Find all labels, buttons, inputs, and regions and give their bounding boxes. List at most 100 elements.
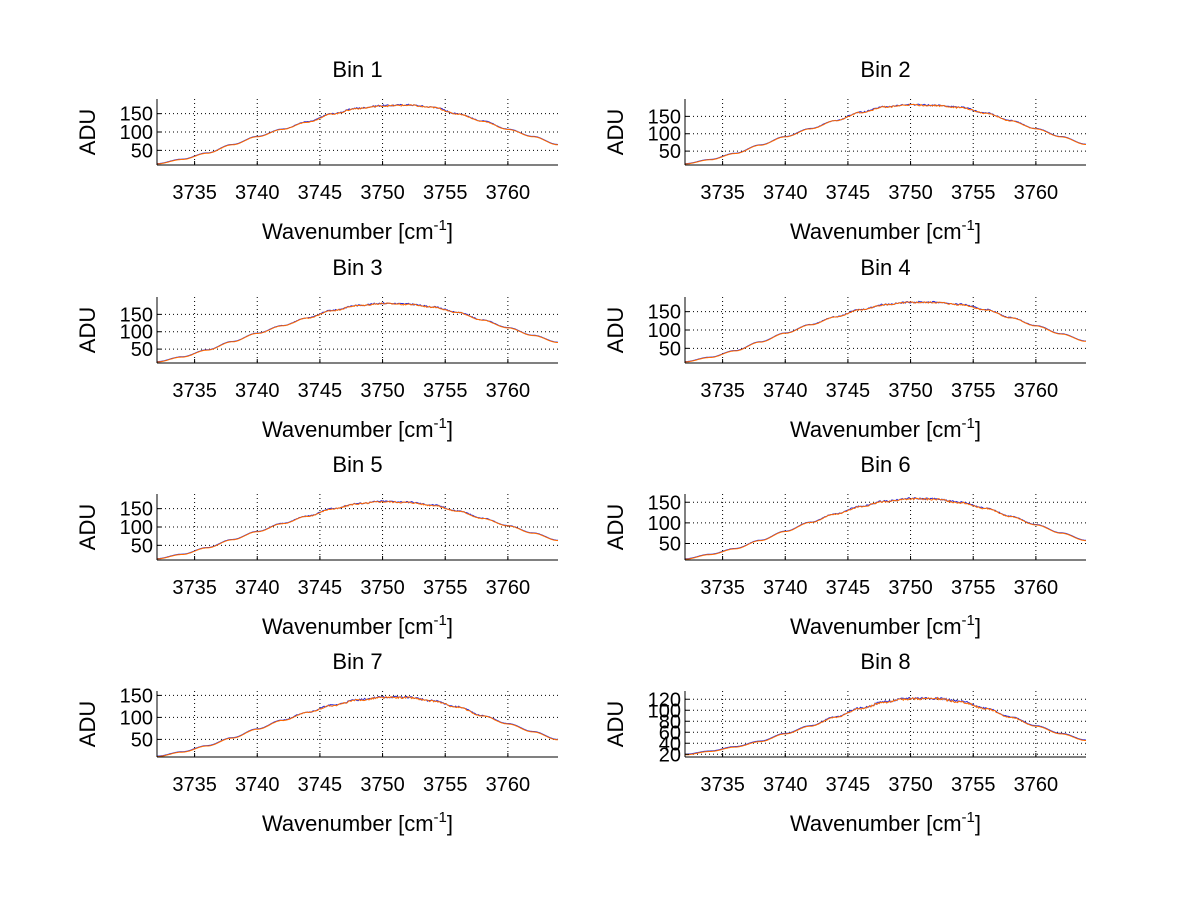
x-tick-label: 3745 xyxy=(298,774,343,796)
y-tick-label: 50 xyxy=(659,534,681,556)
x-tick-label: 3760 xyxy=(1014,774,1059,796)
subplot-title: Bin 7 xyxy=(332,649,382,674)
x-tick-label: 3760 xyxy=(1014,577,1059,599)
x-tick-label: 3740 xyxy=(235,182,280,204)
x-tick-label: 3740 xyxy=(763,380,808,402)
x-tick-label: 3750 xyxy=(888,182,933,204)
x-tick-label: 3755 xyxy=(951,577,996,599)
x-tick-label: 3760 xyxy=(486,577,531,599)
y-tick-label: 100 xyxy=(648,513,681,535)
x-axis-label: Wavenumber [cm-1] xyxy=(790,217,981,244)
y-tick-label: 150 xyxy=(648,492,681,514)
x-tick-label: 3745 xyxy=(826,380,871,402)
x-tick-label: 3755 xyxy=(423,577,468,599)
x-axis-label: Wavenumber [cm-1] xyxy=(262,415,453,442)
x-tick-label: 3745 xyxy=(826,774,871,796)
plot-area xyxy=(157,691,558,757)
x-tick-label: 3740 xyxy=(763,577,808,599)
x-tick-label: 3755 xyxy=(423,182,468,204)
x-tick-label: 3760 xyxy=(486,182,531,204)
x-tick-label: 3735 xyxy=(700,380,745,402)
x-tick-label: 3740 xyxy=(235,577,280,599)
x-axis-label: Wavenumber [cm-1] xyxy=(262,612,453,639)
series-line-b xyxy=(684,103,1086,165)
y-tick-label: 50 xyxy=(659,338,681,360)
x-tick-label: 3750 xyxy=(360,577,405,599)
x-tick-label: 3745 xyxy=(826,577,871,599)
x-tick-label: 3750 xyxy=(888,577,933,599)
x-tick-label: 3760 xyxy=(1014,182,1059,204)
series-line-b xyxy=(685,696,1086,756)
x-tick-label: 3740 xyxy=(763,182,808,204)
series-line-b xyxy=(685,497,1086,560)
x-tick-label: 3755 xyxy=(423,774,468,796)
y-tick-label: 50 xyxy=(131,535,153,557)
subplot-title: Bin 8 xyxy=(860,649,910,674)
x-tick-label: 3735 xyxy=(700,774,745,796)
y-tick-label: 40 xyxy=(659,733,681,755)
y-tick-label: 100 xyxy=(648,700,681,722)
x-tick-label: 3745 xyxy=(298,182,343,204)
plot-area xyxy=(685,99,1086,165)
x-tick-label: 3750 xyxy=(888,380,933,402)
subplot-title: Bin 1 xyxy=(332,57,382,82)
x-tick-label: 3750 xyxy=(888,774,933,796)
x-tick-label: 3760 xyxy=(486,380,531,402)
x-axis-label: Wavenumber [cm-1] xyxy=(790,415,981,442)
y-tick-label: 100 xyxy=(120,322,153,344)
x-tick-label: 3735 xyxy=(172,182,217,204)
x-tick-label: 3745 xyxy=(298,380,343,402)
x-tick-label: 3735 xyxy=(700,577,745,599)
x-tick-label: 3735 xyxy=(172,577,217,599)
x-axis-label: Wavenumber [cm-1] xyxy=(262,217,453,244)
x-tick-label: 3750 xyxy=(360,774,405,796)
x-tick-label: 3755 xyxy=(951,774,996,796)
y-axis-label: ADU xyxy=(603,109,628,155)
x-tick-label: 3760 xyxy=(486,774,531,796)
x-tick-label: 3745 xyxy=(298,577,343,599)
x-tick-label: 3760 xyxy=(1014,380,1059,402)
y-tick-label: 100 xyxy=(120,122,153,144)
y-tick-label: 50 xyxy=(131,729,153,751)
x-tick-label: 3745 xyxy=(826,182,871,204)
y-axis-label: ADU xyxy=(603,307,628,353)
x-tick-label: 3735 xyxy=(700,182,745,204)
y-tick-label: 50 xyxy=(131,339,153,361)
y-axis-label: ADU xyxy=(603,504,628,550)
x-tick-label: 3750 xyxy=(360,380,405,402)
plot-area xyxy=(685,494,1086,560)
y-tick-label: 150 xyxy=(648,302,681,324)
y-tick-label: 150 xyxy=(120,685,153,707)
series-line-b xyxy=(157,103,558,165)
subplot-title: Bin 6 xyxy=(860,452,910,477)
plot-area xyxy=(157,297,558,363)
y-tick-label: 50 xyxy=(659,141,681,163)
y-tick-label: 150 xyxy=(648,106,681,128)
y-tick-label: 100 xyxy=(648,320,681,342)
subplot-title: Bin 2 xyxy=(860,57,910,82)
x-tick-label: 3740 xyxy=(235,380,280,402)
y-tick-label: 60 xyxy=(659,722,681,744)
x-tick-label: 3755 xyxy=(951,182,996,204)
x-axis-label: Wavenumber [cm-1] xyxy=(790,612,981,639)
y-tick-label: 120 xyxy=(648,689,681,711)
y-tick-label: 100 xyxy=(648,124,681,146)
series-line-b xyxy=(156,302,558,363)
x-axis-label: Wavenumber [cm-1] xyxy=(262,809,453,836)
subplot-title: Bin 5 xyxy=(332,452,382,477)
x-tick-label: 3740 xyxy=(235,774,280,796)
series-line-b xyxy=(157,500,559,560)
y-tick-label: 20 xyxy=(659,744,681,766)
y-tick-label: 150 xyxy=(120,304,153,326)
y-tick-label: 150 xyxy=(120,499,153,521)
y-tick-label: 100 xyxy=(120,707,153,729)
x-tick-label: 3735 xyxy=(172,380,217,402)
y-axis-label: ADU xyxy=(75,109,100,155)
